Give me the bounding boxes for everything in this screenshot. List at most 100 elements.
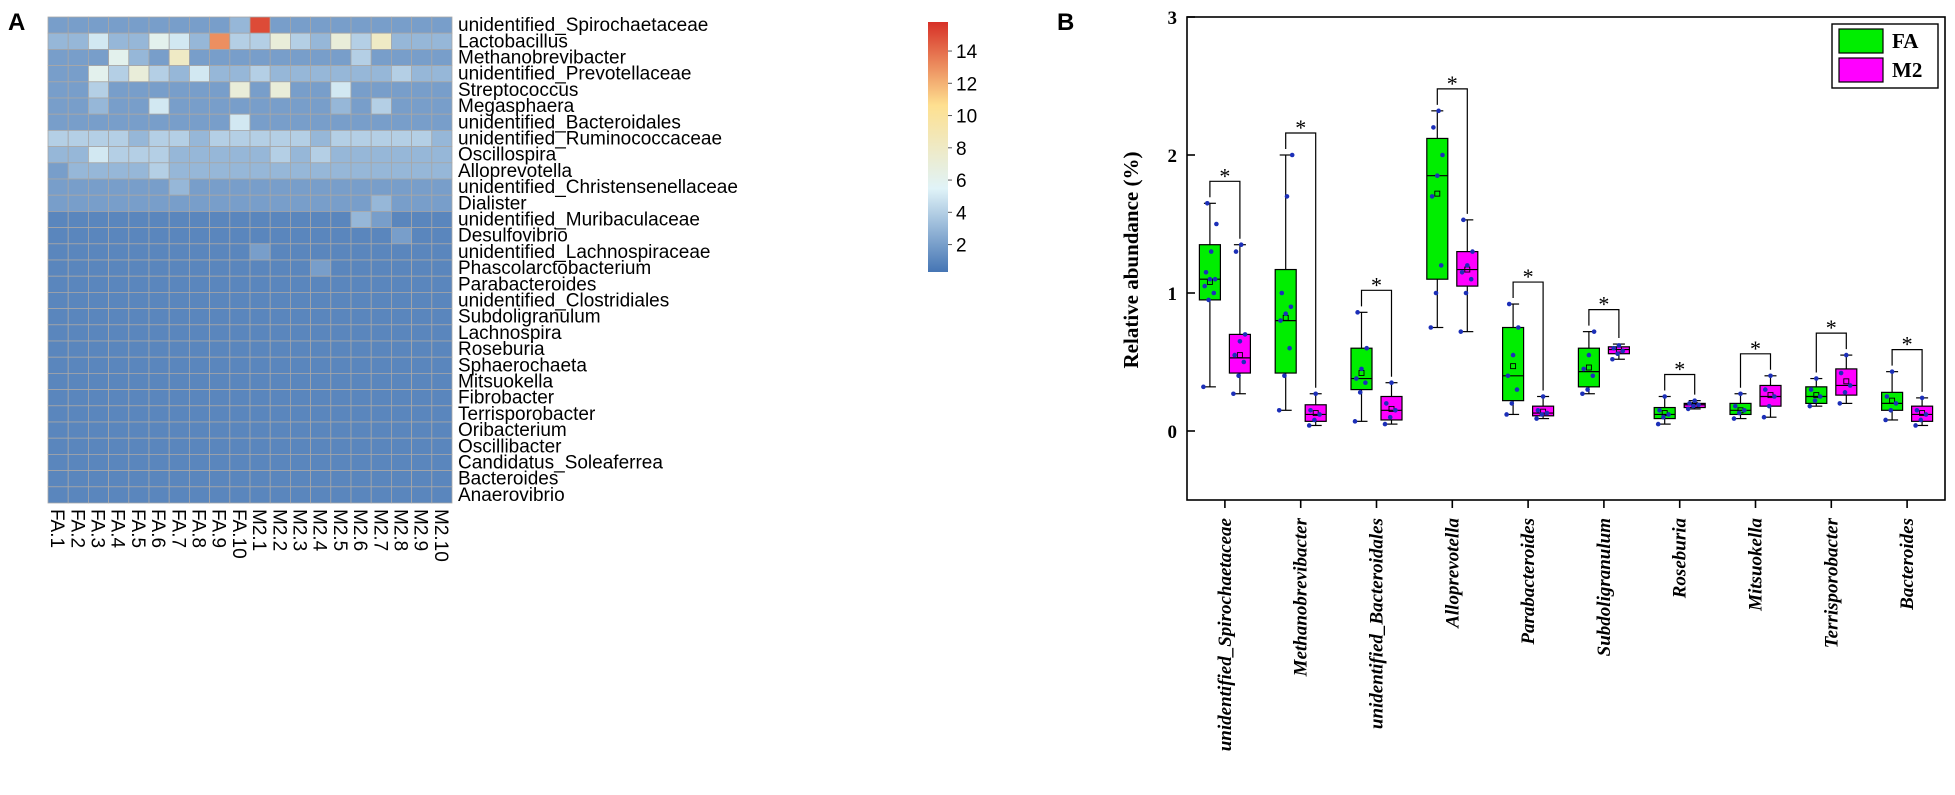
box-data-point: [1287, 345, 1292, 351]
heatmap-cell: [67, 340, 89, 358]
heatmap-cell: [431, 243, 453, 261]
heatmap-cell: [431, 486, 453, 504]
heatmap-cell: [188, 421, 210, 439]
heatmap-cell: [67, 259, 89, 277]
heatmap-cell: [108, 308, 130, 326]
heatmap-cell: [350, 146, 372, 164]
panel-b-letter: B: [1057, 9, 1074, 36]
box-data-point: [1591, 329, 1597, 334]
heatmap-cell: [188, 49, 210, 67]
heatmap-cell: [209, 194, 231, 212]
heatmap-cell: [310, 405, 332, 423]
heatmap-cell: [88, 243, 110, 261]
box-data-point: [1389, 380, 1394, 386]
heatmap-cell: [229, 113, 251, 131]
heatmap-cell: [431, 113, 453, 131]
heatmap-cell: [370, 356, 392, 374]
x-category-label: Alloprevotella: [1442, 518, 1463, 629]
heatmap-cell: [330, 324, 352, 342]
heatmap-column-label: M2.9: [410, 509, 431, 551]
heatmap-cell: [209, 356, 231, 374]
x-category-label: Methanobrevibacter: [1291, 517, 1312, 677]
heatmap-cell: [108, 97, 130, 115]
heatmap-cell: [411, 437, 433, 455]
heatmap-cell: [128, 486, 150, 504]
box-data-point: [1317, 412, 1322, 417]
box-fa: [1426, 108, 1449, 330]
heatmap-cell: [269, 453, 291, 471]
heatmap-cell: [249, 372, 271, 390]
box-data-point: [1306, 423, 1312, 428]
heatmap-cell: [390, 129, 412, 147]
heatmap-cell: [411, 259, 433, 277]
box-data-point: [1544, 410, 1550, 416]
heatmap-cell: [148, 194, 170, 212]
heatmap-cell: [431, 453, 453, 471]
heatmap-cell: [229, 129, 251, 147]
box-data-point: [1812, 398, 1818, 403]
x-category-label: Mitsuokella: [1746, 518, 1767, 612]
heatmap-cell: [128, 389, 150, 407]
box-data-point: [1201, 384, 1206, 390]
heatmap-cell: [47, 194, 69, 212]
heatmap-cell: [128, 437, 150, 455]
heatmap-cell: [330, 16, 352, 34]
heatmap-cell: [289, 324, 311, 342]
heatmap-cell: [431, 405, 453, 423]
box-data-point: [1203, 270, 1209, 275]
heatmap-cell: [350, 16, 372, 34]
heatmap-cell: [148, 210, 170, 228]
heatmap-cell: [330, 129, 352, 147]
box-data-point: [1505, 373, 1511, 379]
heatmap-cell: [108, 453, 130, 471]
heatmap-row-label: Terrisporobacter: [458, 404, 596, 425]
heatmap-cell: [229, 16, 251, 34]
heatmap-cell: [269, 259, 291, 277]
box-data-point: [1363, 380, 1368, 386]
heatmap-cell: [411, 97, 433, 115]
box-data-point: [1459, 270, 1465, 275]
heatmap-column-label: M2.2: [268, 509, 289, 551]
heatmap-cell: [188, 81, 210, 99]
heatmap-cell: [88, 129, 110, 147]
heatmap-cell: [47, 372, 69, 390]
heatmap-cell: [350, 486, 372, 504]
box-m2: [1228, 242, 1252, 397]
heatmap-cell: [128, 97, 150, 115]
heatmap-cell: [229, 389, 251, 407]
box-data-point: [1585, 387, 1590, 392]
heatmap-cell: [390, 146, 412, 164]
heatmap-cell: [47, 291, 69, 309]
heatmap-cell: [390, 16, 412, 34]
heatmap-cell: [249, 113, 271, 131]
heatmap-cells: [47, 16, 453, 504]
heatmap-column-label: FA.7: [167, 509, 188, 548]
heatmap-cell: [370, 16, 392, 34]
heatmap-cell: [67, 308, 89, 326]
box-data-point: [1808, 387, 1814, 392]
significance-marker: *: [1447, 71, 1458, 96]
heatmap-cell: [310, 49, 332, 67]
heatmap-cell: [108, 227, 130, 245]
heatmap-cell: [431, 259, 453, 277]
box-data-point: [1470, 249, 1475, 254]
heatmap-cell: [249, 32, 271, 50]
heatmap-column-label: FA.2: [66, 509, 87, 548]
heatmap-cell: [188, 162, 210, 180]
heatmap-row-label: Phascolarctobacterium: [458, 258, 651, 279]
heatmap-cell: [350, 405, 372, 423]
heatmap-cell: [249, 162, 271, 180]
heatmap-cell: [168, 356, 190, 374]
box-data-point: [1655, 421, 1661, 427]
heatmap-cell: [88, 16, 110, 34]
significance-bracket: [1739, 353, 1772, 388]
box-m2: [1835, 352, 1858, 406]
heatmap-cell: [370, 437, 392, 455]
heatmap-cell: [350, 162, 372, 180]
heatmap-cell: [209, 210, 231, 228]
heatmap-cell: [289, 372, 311, 390]
heatmap-cell: [431, 81, 453, 99]
heatmap-row-labels: unidentified_SpirochaetaceaeLactobacillu…: [458, 15, 738, 506]
heatmap-cell: [148, 486, 170, 504]
